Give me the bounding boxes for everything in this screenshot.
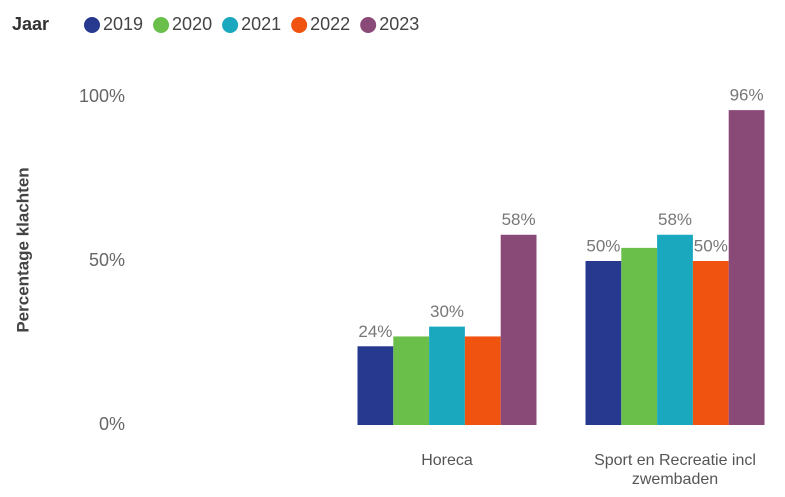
legend-title: Jaar — [12, 14, 49, 34]
y-tick-label: 0% — [99, 414, 125, 434]
legend-swatch — [153, 17, 170, 33]
legend-label: 2023 — [379, 14, 419, 34]
value-label: 58% — [658, 210, 692, 229]
value-label: 58% — [502, 210, 536, 229]
legend-swatch — [222, 17, 239, 33]
x-tick-label: Sport en Recreatie incl zwembaden — [594, 452, 756, 488]
bar — [621, 247, 658, 425]
bar — [357, 346, 394, 425]
bar — [393, 336, 430, 425]
bar — [692, 261, 729, 425]
y-tick-label: 100% — [79, 86, 125, 106]
bar — [464, 336, 501, 425]
legend-label: 2020 — [172, 14, 212, 34]
legend-swatch — [84, 17, 100, 33]
value-label: 50% — [586, 236, 620, 255]
bar — [585, 261, 622, 425]
bar — [657, 234, 693, 425]
value-label: 30% — [430, 302, 464, 321]
bar — [728, 110, 765, 426]
value-label: 96% — [730, 86, 764, 105]
y-tick-label: 50% — [89, 250, 125, 270]
bar — [429, 326, 465, 425]
legend-label: 2021 — [241, 14, 281, 34]
legend-swatch — [360, 17, 377, 33]
y-axis-title: Percentage klachten — [13, 167, 32, 332]
x-tick-label: Horeca — [421, 452, 473, 469]
value-label: 24% — [358, 322, 392, 341]
value-label: 50% — [694, 236, 728, 255]
bar — [500, 234, 537, 425]
legend-swatch — [291, 17, 308, 33]
legend-label: 2022 — [310, 14, 350, 34]
legend-label: 2019 — [103, 14, 143, 34]
